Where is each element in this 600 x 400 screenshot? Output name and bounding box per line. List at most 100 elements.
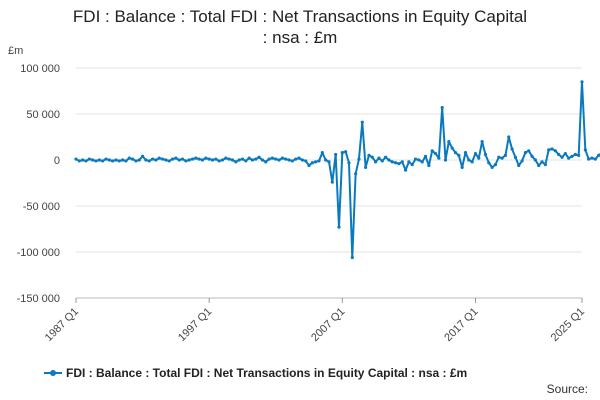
data-point	[517, 163, 521, 168]
data-point	[180, 157, 185, 161]
data-point	[187, 158, 191, 162]
data-point	[433, 151, 438, 156]
source-label: Source:	[546, 382, 588, 396]
y-tick-label: -50 000	[23, 201, 60, 213]
data-point	[593, 157, 597, 161]
x-tick-label: 1997 Q1	[176, 306, 214, 344]
data-point	[503, 153, 508, 157]
data-point	[91, 158, 95, 162]
data-point	[237, 158, 241, 162]
data-point	[570, 154, 574, 158]
data-point	[184, 159, 188, 163]
data-point	[154, 158, 158, 162]
data-point	[167, 159, 171, 163]
data-point	[523, 151, 528, 155]
data-point	[320, 151, 324, 155]
chart-legend: FDI : Balance : Total FDI : Net Transact…	[44, 366, 467, 380]
data-point	[410, 163, 414, 167]
data-point	[277, 158, 281, 162]
data-point	[340, 151, 344, 155]
data-point	[81, 158, 85, 162]
data-point	[490, 165, 494, 169]
data-point	[580, 80, 584, 84]
data-point	[413, 157, 418, 161]
data-point	[550, 147, 554, 151]
chart-title: FDI : Balance : Total FDI : Net Transact…	[0, 6, 600, 48]
data-point	[480, 140, 484, 144]
data-point	[130, 157, 135, 161]
y-tick-label: 50 000	[26, 109, 60, 121]
data-point	[300, 158, 304, 162]
data-point	[537, 163, 541, 168]
data-point	[310, 161, 314, 165]
data-point	[117, 159, 121, 163]
data-point	[224, 156, 228, 160]
data-point	[260, 158, 265, 162]
data-point	[583, 148, 587, 152]
data-point	[520, 159, 524, 163]
data-point	[354, 172, 358, 176]
data-point	[477, 156, 481, 160]
data-point	[170, 157, 175, 161]
y-tick-label: -150 000	[17, 293, 60, 305]
data-point	[557, 152, 561, 157]
data-point	[543, 163, 547, 167]
y-tick-label: -100 000	[17, 247, 60, 259]
data-point	[470, 160, 474, 164]
data-point	[304, 159, 308, 163]
data-point	[244, 159, 248, 163]
data-point	[144, 158, 148, 162]
legend-swatch	[44, 368, 62, 378]
data-point	[87, 157, 91, 161]
data-point	[367, 153, 371, 157]
data-point	[157, 156, 161, 160]
data-point	[397, 162, 401, 166]
x-tick-label: 2007 Q1	[309, 306, 347, 344]
data-point	[247, 156, 251, 160]
data-point	[230, 158, 235, 162]
data-point	[573, 152, 577, 157]
data-point	[174, 156, 178, 160]
data-point	[264, 160, 268, 164]
data-point	[507, 135, 511, 139]
data-point	[290, 159, 294, 163]
data-point	[140, 154, 145, 158]
data-point	[227, 157, 231, 161]
data-point	[390, 160, 394, 164]
data-point	[234, 160, 238, 164]
chart-title-line-2: : nsa : £m	[262, 28, 338, 47]
data-point	[104, 157, 108, 161]
data-point	[190, 157, 195, 161]
data-point	[460, 165, 464, 169]
data-point	[274, 157, 278, 161]
data-point	[437, 156, 441, 160]
data-point	[540, 160, 544, 164]
data-point	[377, 156, 381, 160]
data-point	[111, 159, 115, 163]
data-point	[447, 140, 451, 144]
data-point	[84, 159, 88, 163]
data-point	[220, 158, 225, 162]
data-point	[240, 157, 245, 161]
data-point	[257, 155, 261, 159]
data-point	[350, 255, 354, 260]
data-point	[383, 155, 388, 159]
data-point	[553, 149, 557, 153]
data-point	[197, 157, 201, 161]
data-point	[164, 158, 168, 162]
data-point	[513, 155, 518, 159]
data-point	[334, 152, 338, 157]
data-point	[330, 180, 334, 184]
data-point	[204, 156, 208, 160]
data-point	[317, 159, 321, 163]
data-point	[380, 159, 384, 163]
data-point	[344, 150, 348, 154]
data-point	[417, 158, 421, 162]
data-point	[453, 151, 458, 155]
x-tick-label: 2025 Q1	[549, 306, 587, 344]
chart-title-line-1: FDI : Balance : Total FDI : Net Transact…	[72, 7, 528, 26]
data-point	[337, 225, 341, 229]
data-point	[137, 158, 141, 162]
data-point	[101, 159, 105, 163]
data-point	[324, 158, 328, 162]
